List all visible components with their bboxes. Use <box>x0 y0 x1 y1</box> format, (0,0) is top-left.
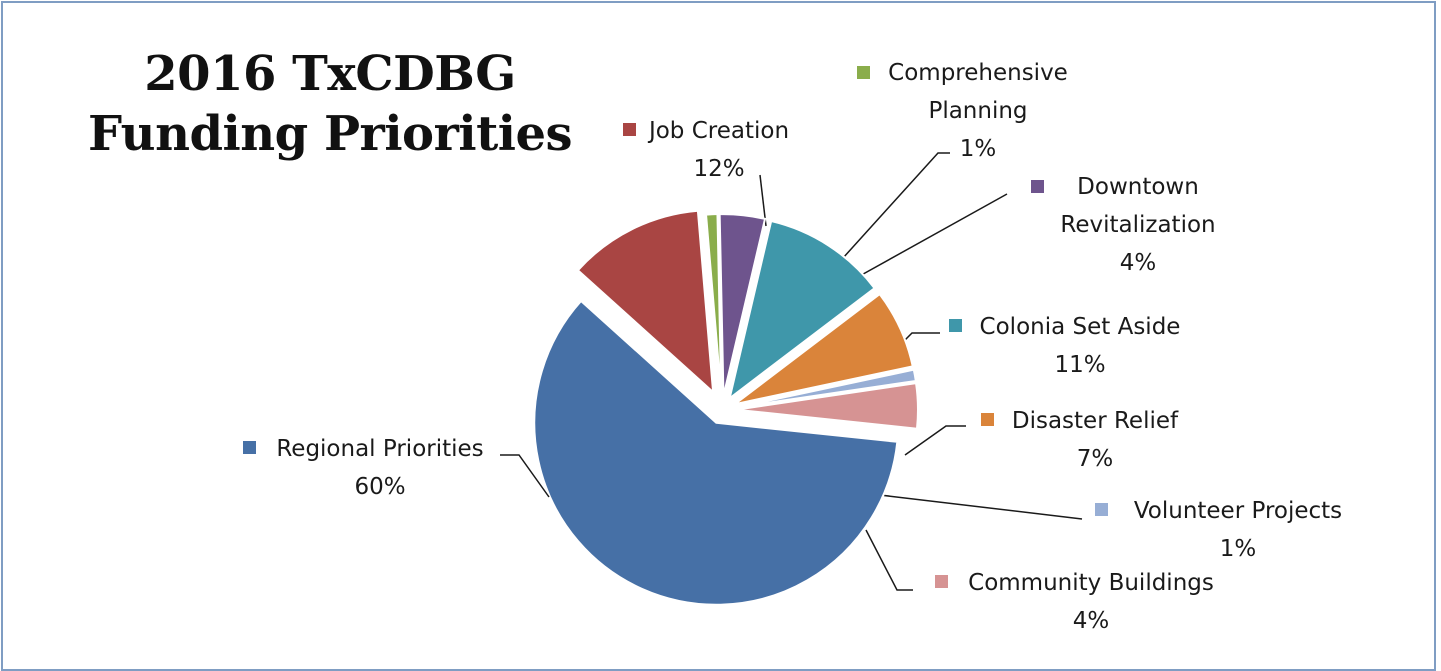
chart-title: 2016 TxCDBG Funding Priorities <box>40 44 620 164</box>
legend-marker-community <box>935 575 948 588</box>
data-label-volunteer: Volunteer Projects <box>1134 498 1342 524</box>
data-label-pct-job: 12% <box>693 156 744 182</box>
data-label-pct-downtown: 4% <box>1120 250 1157 276</box>
pie-slice-job <box>576 209 715 395</box>
legend-marker-disaster <box>981 413 994 426</box>
data-label-community: Community Buildings <box>968 570 1214 596</box>
pie-slice-planning <box>704 213 723 397</box>
data-label-pct-volunteer: 1% <box>1220 536 1257 562</box>
data-label-disaster: Disaster Relief <box>1012 408 1179 434</box>
data-label-regional: Regional Priorities <box>276 436 483 462</box>
leader-line-disaster <box>904 425 966 456</box>
leader-line-job <box>759 174 767 227</box>
leader-line-volunteer <box>879 494 1083 520</box>
data-label-planning: Planning <box>928 98 1027 124</box>
legend-marker-colonia <box>949 319 962 332</box>
data-label-job: Job Creation <box>647 118 789 144</box>
leader-line-regional <box>500 454 550 498</box>
legend-marker-volunteer <box>1095 503 1108 516</box>
data-label-planning: Comprehensive <box>888 60 1068 86</box>
pie-slice-volunteer <box>735 368 917 409</box>
pie-slice-disaster <box>734 292 914 406</box>
pie-slice-downtown <box>718 213 767 397</box>
leader-line-downtown <box>855 193 1008 279</box>
chart-title-line-2: Funding Priorities <box>87 106 573 162</box>
data-label-downtown: Revitalization <box>1060 212 1215 238</box>
leader-line-planning <box>842 152 950 259</box>
pie-slice-colonia <box>728 219 876 401</box>
pie-slice-regional <box>533 299 899 606</box>
data-label-pct-planning: 1% <box>960 136 997 162</box>
pie-slice-community <box>735 381 919 430</box>
legend-marker-planning <box>857 66 870 79</box>
leader-line-colonia <box>904 332 940 341</box>
data-label-colonia: Colonia Set Aside <box>980 314 1181 340</box>
leader-line-community <box>865 529 913 591</box>
legend-marker-downtown <box>1031 180 1044 193</box>
data-label-downtown: Downtown <box>1077 174 1199 200</box>
data-label-pct-disaster: 7% <box>1077 446 1114 472</box>
data-label-pct-regional: 60% <box>354 474 405 500</box>
data-label-pct-community: 4% <box>1073 608 1110 634</box>
legend-marker-job <box>623 123 636 136</box>
chart-title-line-1: 2016 TxCDBG <box>144 46 516 102</box>
data-label-pct-colonia: 11% <box>1054 352 1105 378</box>
legend-marker-regional <box>243 441 256 454</box>
